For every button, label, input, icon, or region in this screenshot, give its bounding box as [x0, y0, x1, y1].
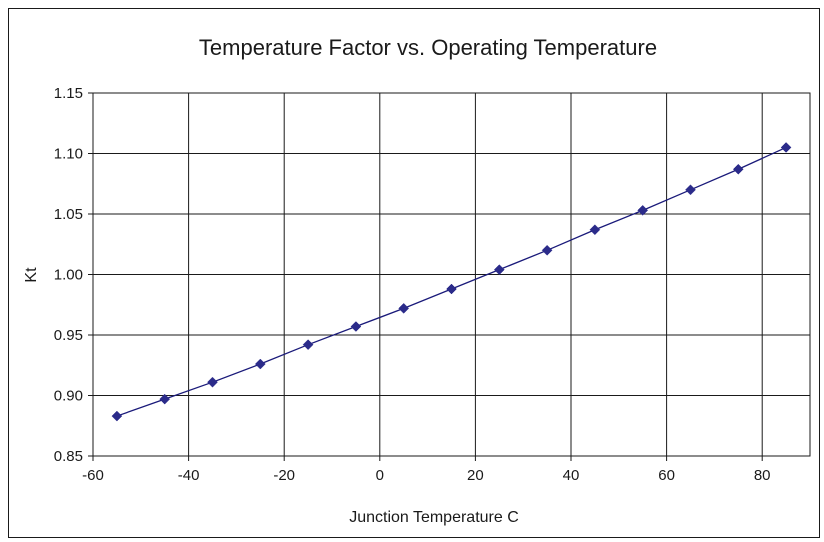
chart-title: Temperature Factor vs. Operating Tempera…	[199, 35, 657, 60]
y-tick-label: 0.95	[54, 327, 83, 344]
x-tick-label: -20	[273, 467, 295, 484]
x-tick-label: -60	[82, 467, 104, 484]
chart-frame: Temperature Factor vs. Operating Tempera…	[8, 8, 820, 538]
x-tick-label: 40	[563, 467, 580, 484]
data-point	[589, 224, 601, 236]
data-point	[780, 142, 792, 153]
data-point	[446, 283, 457, 295]
data-point	[350, 321, 362, 332]
y-axis-label: Kt	[23, 267, 40, 283]
x-axis-ticks: -60 -40 -20 0 20 40 60 80	[82, 456, 771, 484]
y-tick-label: 0.90	[54, 388, 83, 405]
y-tick-label: 1.10	[54, 146, 83, 163]
series-line	[116, 146, 787, 417]
series-group	[111, 142, 792, 422]
data-point	[685, 184, 696, 196]
y-tick-label: 1.00	[54, 267, 83, 284]
y-tick-label: 1.15	[54, 85, 83, 102]
data-point	[302, 339, 314, 351]
x-tick-label: 80	[754, 467, 771, 484]
data-point	[159, 393, 171, 405]
data-point	[493, 264, 505, 276]
y-tick-label: 0.85	[54, 448, 83, 465]
data-point	[398, 303, 410, 314]
x-tick-label: 60	[658, 467, 675, 484]
line-chart: Temperature Factor vs. Operating Tempera…	[23, 35, 811, 526]
data-point	[111, 410, 123, 422]
x-tick-label: 20	[467, 467, 484, 484]
data-point	[207, 376, 218, 388]
data-point	[254, 358, 266, 370]
x-tick-label: 0	[376, 467, 384, 484]
data-point	[637, 205, 649, 216]
data-point	[732, 163, 744, 175]
x-axis-label: Junction Temperature C	[349, 509, 519, 526]
grid-lines	[92, 92, 810, 457]
y-tick-label: 1.05	[54, 206, 83, 223]
y-axis-ticks: 0.85 0.90 0.95 1.00 1.05 1.10 1.15	[54, 85, 93, 465]
x-tick-label: -40	[178, 467, 200, 484]
data-point	[541, 244, 553, 256]
